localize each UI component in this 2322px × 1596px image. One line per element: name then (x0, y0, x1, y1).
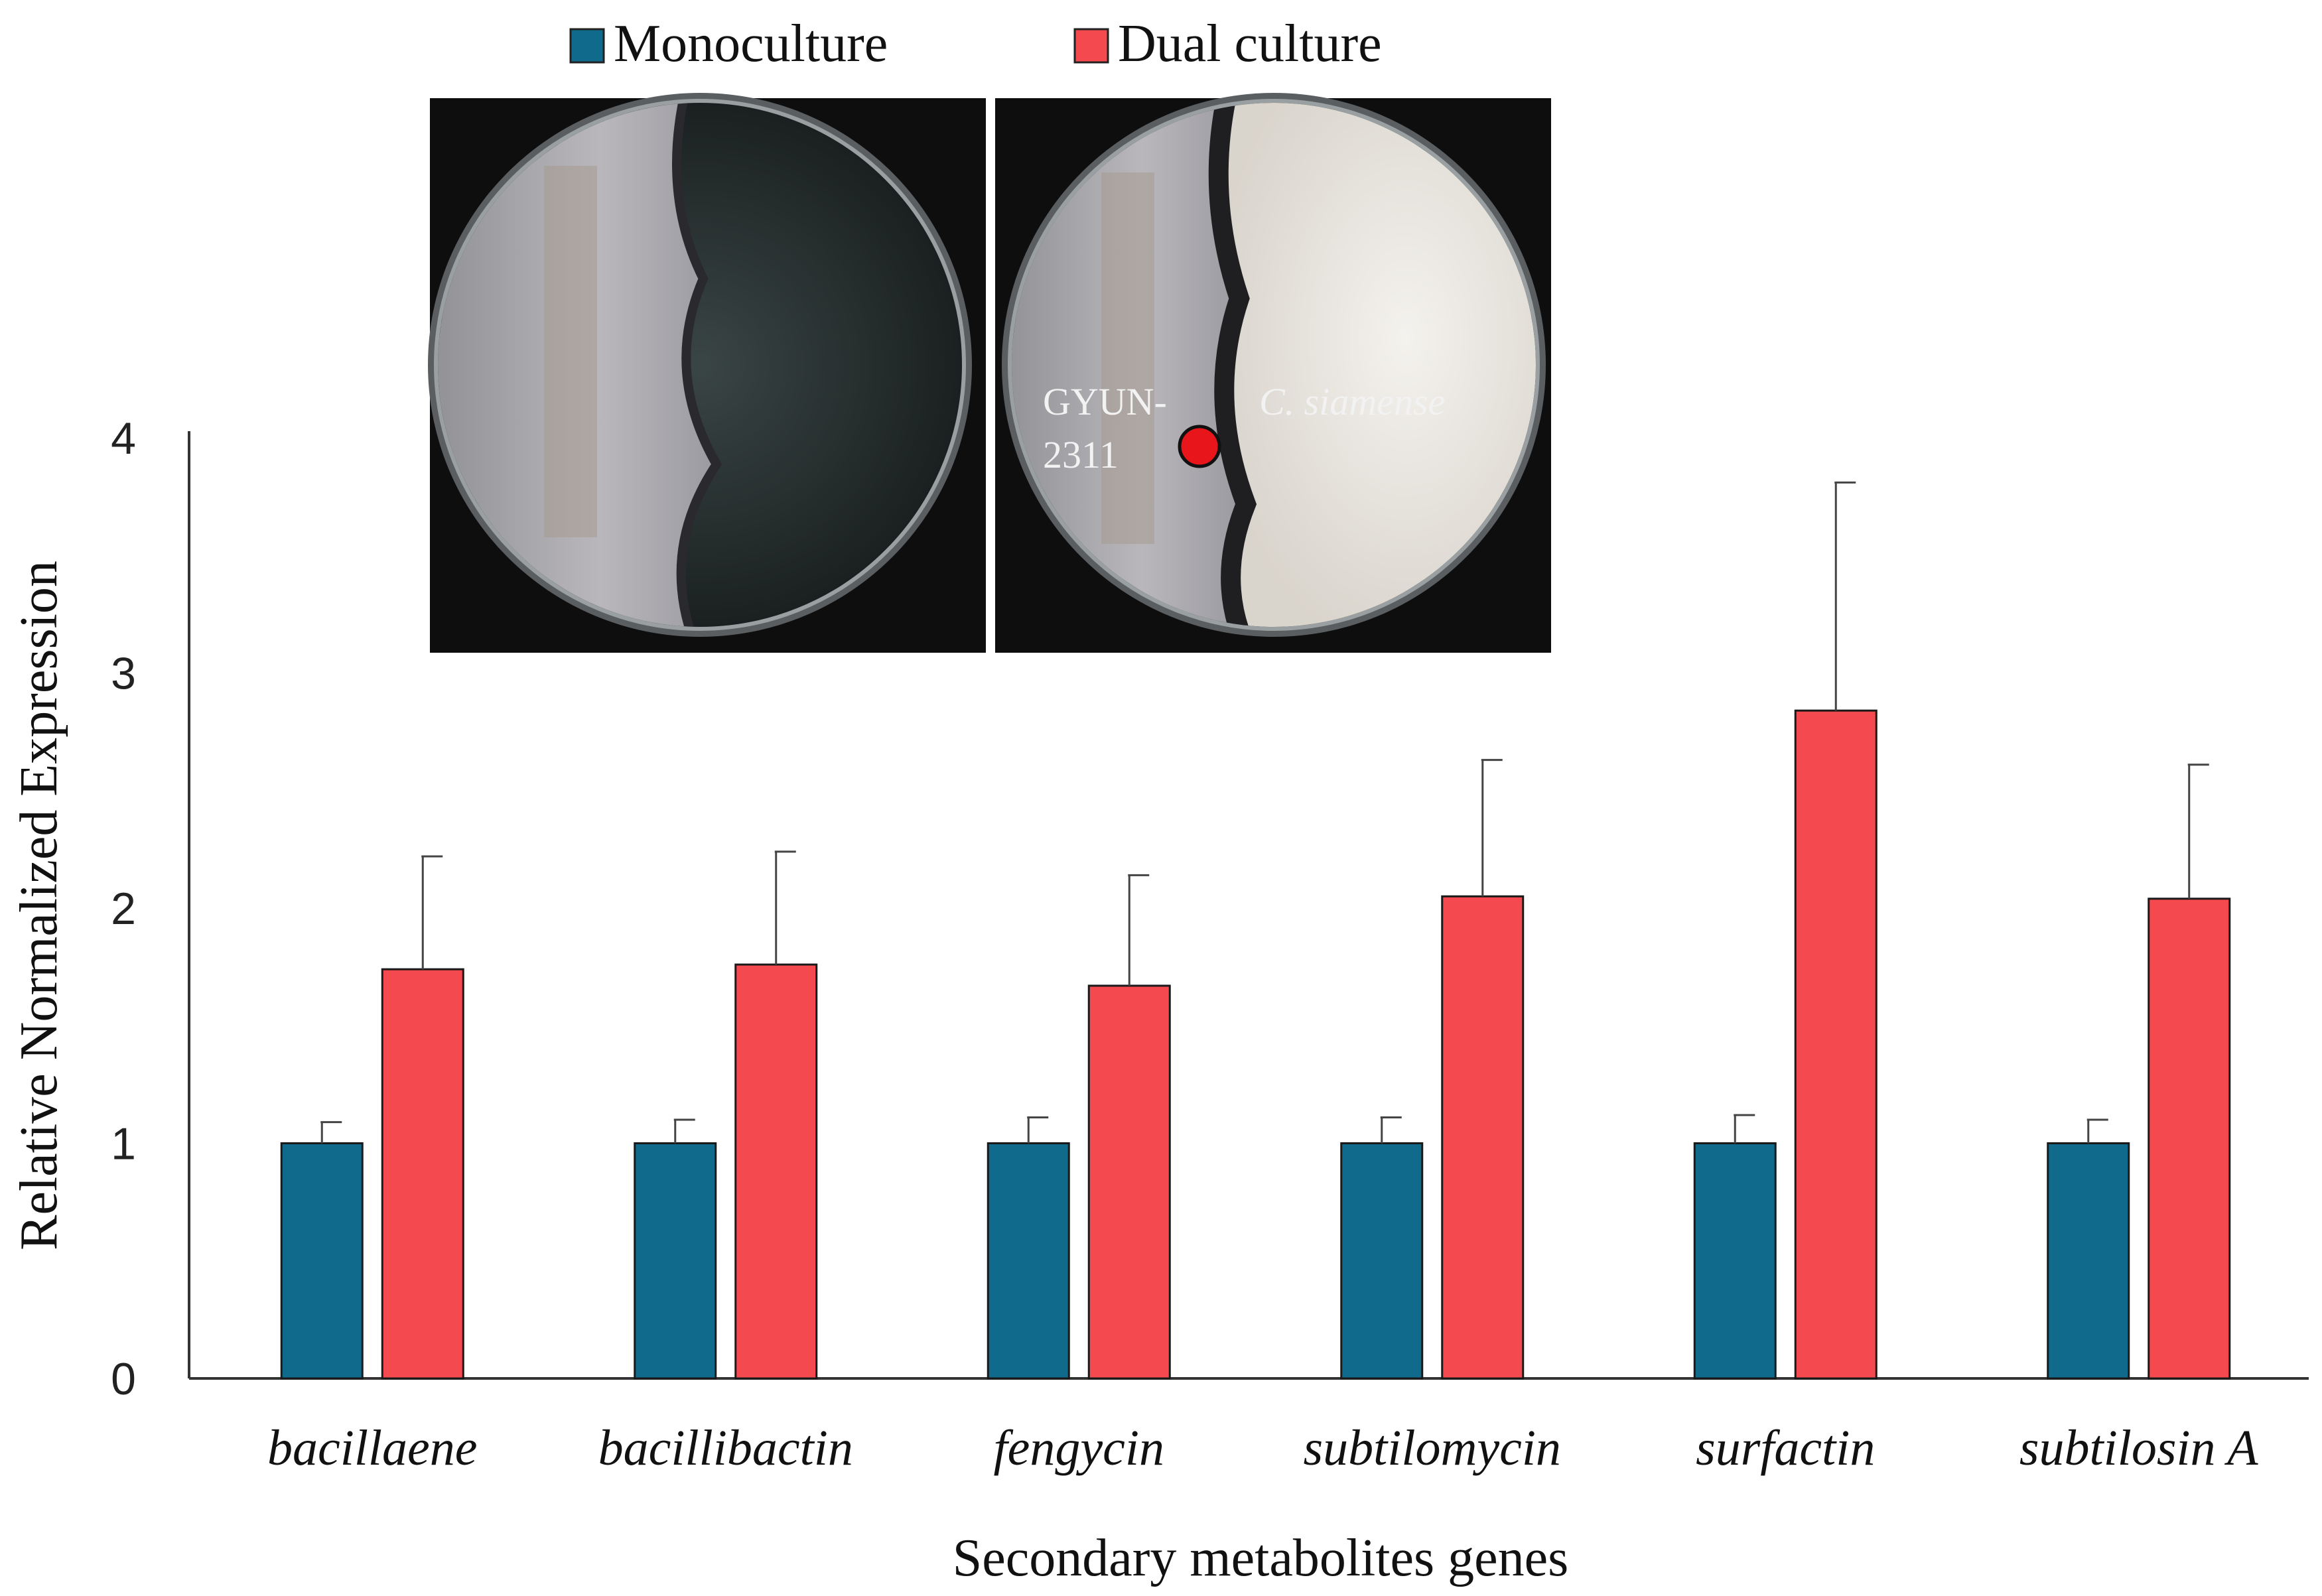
bar-monoculture (280, 1142, 364, 1380)
legend: Monoculture Dual culture (569, 15, 1382, 73)
inset-marker-dot (1178, 425, 1221, 468)
bar-dual-culture (1087, 984, 1171, 1380)
bar-dual-culture (381, 968, 464, 1380)
legend-label-monoculture: Monoculture (614, 15, 888, 73)
bar-monoculture (2047, 1142, 2130, 1380)
x-tick-label: bacillaene (267, 1420, 478, 1476)
y-tick-label: 0 (111, 1354, 136, 1404)
inset-photo-dual-culture: GYUN- 2311 C. siamense (995, 93, 1551, 653)
legend-swatch-monoculture (569, 28, 605, 64)
x-tick-label: subtilosin A (2019, 1420, 2258, 1476)
inset-photo-monoculture (428, 93, 986, 653)
x-tick-label: subtilomycin (1304, 1420, 1561, 1476)
bar-dual-culture (1441, 895, 1525, 1380)
y-tick-label: 2 (111, 884, 136, 934)
x-tick-label: fengycin (994, 1420, 1164, 1476)
y-tick-labels: 0 1 2 3 4 (111, 413, 136, 1404)
inset-strain-label-line1: GYUN- (1043, 380, 1167, 423)
bar-dual-culture (1794, 709, 1878, 1380)
bar-monoculture (634, 1142, 717, 1380)
y-tick-label: 4 (111, 413, 136, 464)
bar-monoculture (1340, 1142, 1424, 1380)
bar-dual-culture (2148, 898, 2231, 1380)
y-tick-label: 3 (111, 649, 136, 699)
bar-monoculture (1693, 1142, 1777, 1380)
legend-label-dual-culture: Dual culture (1118, 15, 1382, 73)
x-axis-title: Secondary metabolites genes (953, 1529, 1569, 1587)
y-axis-title: Relative Normalized Expression (10, 561, 68, 1250)
x-tick-label: bacillibactin (598, 1420, 853, 1476)
bars (280, 481, 2231, 1380)
x-tick-label: surfactin (1696, 1420, 1875, 1476)
bar-monoculture (987, 1142, 1070, 1380)
inset-pathogen-label: C. siamense (1259, 380, 1445, 423)
legend-swatch-dual-culture (1073, 28, 1109, 64)
x-tick-labels: bacillaene bacillibactin fengycin subtilomy… (267, 1420, 2258, 1476)
bar-dual-culture (734, 963, 818, 1380)
inset-strain-label-line2: 2311 (1043, 433, 1119, 476)
y-tick-label: 1 (111, 1119, 136, 1169)
